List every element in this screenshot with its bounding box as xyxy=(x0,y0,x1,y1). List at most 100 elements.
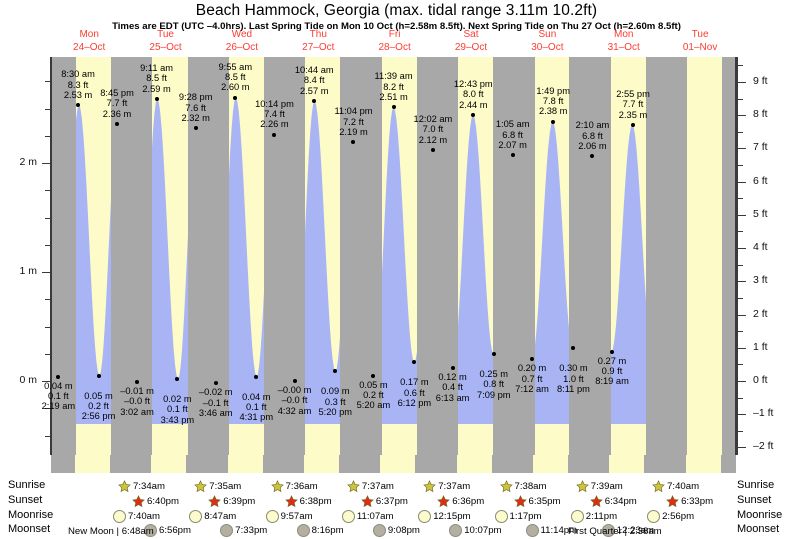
high-tide-label-3: 9:28 pm 7.6 ft 2.32 m xyxy=(152,92,240,123)
low-tide-ft: 0.9 ft xyxy=(601,365,623,376)
moonset-cell-0-time: 6:56pm xyxy=(159,525,191,536)
high-tide-marker-2 xyxy=(154,96,159,101)
bottom-daylight-band-7 xyxy=(609,455,645,473)
day-date: 01–Nov xyxy=(682,41,718,53)
almanac-row-label-moonset-right: Moonset xyxy=(737,523,780,535)
high-tide-ft: 7.4 ft xyxy=(264,109,285,120)
high-tide-label-0: 8:30 am 8.3 ft 2.53 m xyxy=(34,69,122,100)
moonrise-cell-1-time: 8:47am xyxy=(204,511,237,522)
sunset-star-icon xyxy=(284,495,298,508)
bottom-daylight-band-5 xyxy=(456,455,492,473)
low-tide-time: 8:19 am xyxy=(595,376,629,387)
right-tick-minor xyxy=(738,98,743,100)
sunset-cell-7: 6:33pm xyxy=(666,495,713,508)
sunrise-star-icon xyxy=(575,480,589,493)
right-tick-minor xyxy=(738,430,743,432)
high-tide-ft: 8.3 ft xyxy=(67,79,89,90)
moon-phase-1: First Quarter | 2:38am xyxy=(568,526,662,537)
sunrise-star-icon xyxy=(270,480,284,493)
moonset-dot-icon xyxy=(296,524,310,537)
moonrise-cell-1: 8:47am xyxy=(189,510,236,523)
low-tide-time: 7:12 am xyxy=(515,384,549,394)
low-tide-ft: 0.2 ft xyxy=(363,389,384,400)
low-tide-time: 4:32 am xyxy=(277,405,312,416)
bottom-daynight-strip xyxy=(51,455,736,473)
left-tick-label-2: 0 m xyxy=(19,374,37,386)
high-tide-marker-13 xyxy=(590,154,595,159)
day-of-week: Tue xyxy=(691,29,709,40)
moonrise-cell-3-time: 11:07am xyxy=(356,511,394,522)
right-tick-major-2 xyxy=(738,148,746,150)
low-tide-ft: 0.4 ft xyxy=(442,382,463,393)
moonrise-dot-icon xyxy=(341,510,355,523)
moonrise-dot-icon xyxy=(189,510,203,523)
low-tide-m: 0.04 m xyxy=(242,391,271,402)
low-tide-marker-2 xyxy=(135,380,140,385)
high-tide-m: 2.38 m xyxy=(538,106,568,117)
low-tide-ft: –0.1 ft xyxy=(202,397,229,408)
right-tick-minor xyxy=(738,264,743,266)
moonset-dot-icon xyxy=(525,524,539,537)
high-tide-ft: 7.0 ft xyxy=(422,124,444,135)
low-tide-marker-13 xyxy=(571,346,576,351)
low-tide-time: 6:12 pm xyxy=(397,398,432,409)
night-band-3 xyxy=(264,57,306,455)
left-tick-minor xyxy=(45,353,50,355)
bottom-daylight-band-0 xyxy=(75,455,111,473)
sunset-star-icon xyxy=(437,495,450,508)
low-tide-m: 0.20 m xyxy=(517,363,547,374)
bottom-daylight-band-1 xyxy=(151,455,187,473)
sunrise-cell-6-time: 7:39am xyxy=(590,481,623,492)
sunset-cell-6: 6:34pm xyxy=(589,495,637,508)
low-tide-marker-3 xyxy=(175,376,180,381)
sunrise-cell-6: 7:39am xyxy=(575,480,623,493)
moon-phase-separator: | xyxy=(113,526,122,537)
low-tide-time: 2:56 pm xyxy=(81,411,116,422)
low-tide-ft: 0.8 ft xyxy=(483,379,505,390)
low-tide-m: 0.09 m xyxy=(321,386,350,397)
high-tide-m: 2.12 m xyxy=(418,134,448,145)
left-tick-label-1: 1 m xyxy=(19,265,37,277)
right-tick-major-5 xyxy=(738,248,746,250)
high-tide-ft: 7.6 ft xyxy=(185,102,206,113)
low-tide-m: 0.02 m xyxy=(163,393,192,404)
high-tide-time: 10:44 am xyxy=(294,64,334,75)
moonrise-cell-6: 2:11pm xyxy=(570,510,617,523)
low-tide-marker-5 xyxy=(254,374,259,379)
right-tick-label-9: 0 ft xyxy=(753,374,768,386)
high-tide-label-11: 1:05 am 6.8 ft 2.07 m xyxy=(469,119,557,150)
day-of-week: Thu xyxy=(309,29,327,40)
moon-phase-0: New Moon | 6:48am xyxy=(68,526,154,537)
moonrise-cell-7-time: 2:56pm xyxy=(662,511,695,522)
high-tide-m: 2.36 m xyxy=(102,108,132,119)
right-tick-minor xyxy=(738,165,743,167)
sunset-cell-4-time: 6:36pm xyxy=(452,496,485,507)
almanac-row-label-sunrise-right: Sunrise xyxy=(737,479,775,491)
sunrise-cell-5-time: 7:38am xyxy=(514,481,547,492)
moonrise-cell-4: 12:15pm xyxy=(418,510,471,523)
high-tide-time: 8:30 am xyxy=(61,69,95,80)
right-tick-label-1: 8 ft xyxy=(753,108,768,121)
day-header-1: Tue 25–Oct xyxy=(127,29,203,55)
low-tide-marker-12 xyxy=(530,357,535,362)
right-tick-minor xyxy=(738,65,743,67)
day-date: 26–Oct xyxy=(225,41,259,53)
high-tide-label-1: 8:45 pm 7.7 ft 2.36 m xyxy=(73,88,161,119)
high-tide-time: 11:04 pm xyxy=(334,106,373,117)
moon-phase-time: 6:48am xyxy=(121,526,154,537)
sunset-star-icon xyxy=(361,495,374,508)
sunrise-cell-3-time: 7:37am xyxy=(361,481,394,492)
high-tide-marker-11 xyxy=(510,153,515,158)
low-tide-ft: 0.7 ft xyxy=(521,373,543,384)
high-tide-m: 2.44 m xyxy=(459,99,488,110)
low-tide-label-3: 0.02 m 0.1 ft 3:43 pm xyxy=(135,394,219,425)
almanac-row-label-moonrise-right: Moonrise xyxy=(737,509,783,521)
low-tide-m: 0.05 m xyxy=(359,379,388,390)
sunset-cell-0-time: 6:40pm xyxy=(147,496,179,507)
right-tick-minor xyxy=(738,364,743,366)
low-tide-marker-4 xyxy=(213,381,218,386)
day-header-0: Mon 24–Oct xyxy=(51,29,127,55)
left-tick-major-0 xyxy=(42,163,50,164)
moonset-dot-icon xyxy=(220,524,234,537)
